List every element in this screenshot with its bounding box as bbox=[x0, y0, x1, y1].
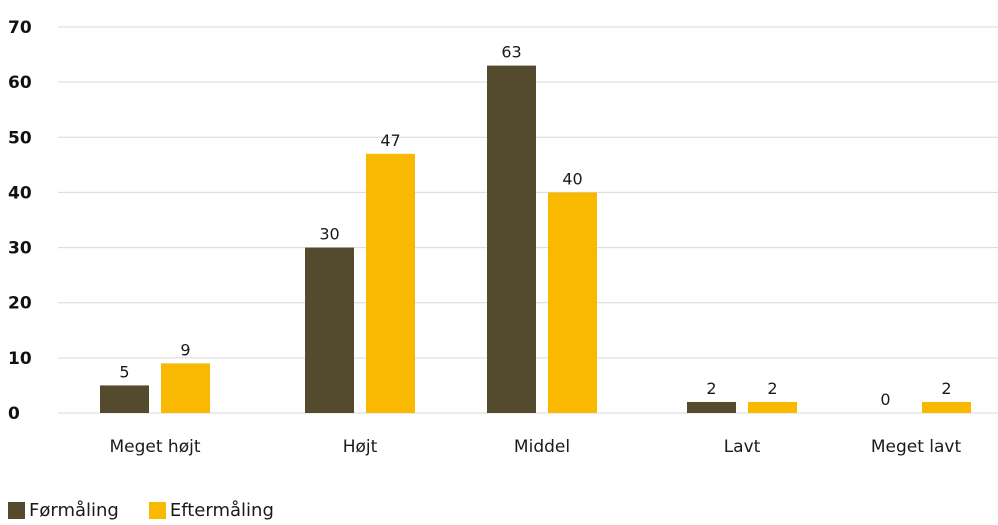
legend-item-formaling: Førmåling bbox=[8, 500, 119, 521]
bar bbox=[687, 401, 736, 413]
x-tick-label: Meget højt bbox=[109, 437, 200, 457]
x-tick-label: Højt bbox=[343, 437, 378, 457]
bar bbox=[161, 363, 210, 413]
data-label: 2 bbox=[706, 379, 716, 398]
y-tick-label: 20 bbox=[8, 294, 32, 314]
bar bbox=[487, 65, 536, 413]
data-label: 40 bbox=[562, 169, 582, 188]
data-label: 63 bbox=[501, 43, 521, 62]
legend: Førmåling Eftermåling bbox=[8, 500, 304, 521]
y-tick-label: 10 bbox=[8, 349, 32, 369]
x-tick-label: Lavt bbox=[724, 437, 761, 457]
legend-label-formaling: Førmåling bbox=[29, 500, 119, 521]
data-label: 30 bbox=[319, 225, 339, 244]
y-tick-label: 50 bbox=[8, 128, 32, 148]
legend-label-eftermaling: Eftermåling bbox=[169, 500, 274, 521]
data-label: 9 bbox=[180, 340, 190, 359]
bar bbox=[366, 153, 415, 414]
y-tick-label: 0 bbox=[8, 404, 20, 424]
legend-item-eftermaling: Eftermåling bbox=[148, 500, 274, 521]
y-tick-label: 60 bbox=[8, 73, 32, 93]
y-axis: 0 10 20 30 40 50 60 70 bbox=[8, 18, 32, 424]
bars bbox=[100, 65, 971, 414]
x-axis: Meget højt Højt Middel Lavt Meget lavt bbox=[109, 437, 961, 457]
y-tick-label: 70 bbox=[8, 18, 32, 38]
legend-swatch-formaling bbox=[8, 502, 25, 519]
y-tick-label: 30 bbox=[8, 239, 32, 259]
bar bbox=[922, 401, 971, 413]
data-label: 2 bbox=[767, 379, 777, 398]
data-labels: 5 30 63 2 0 9 47 40 2 2 bbox=[119, 43, 951, 409]
data-label: 47 bbox=[380, 131, 400, 150]
x-tick-label: Middel bbox=[514, 437, 570, 457]
bar bbox=[748, 401, 797, 413]
data-label: 2 bbox=[941, 379, 951, 398]
x-tick-label: Meget lavt bbox=[871, 437, 962, 457]
data-label: 5 bbox=[119, 362, 129, 381]
bar bbox=[548, 192, 597, 413]
data-label: 0 bbox=[880, 390, 890, 409]
legend-swatch-eftermaling bbox=[148, 502, 166, 519]
bar bbox=[100, 385, 149, 413]
bar bbox=[305, 247, 354, 413]
y-tick-label: 40 bbox=[8, 183, 32, 203]
